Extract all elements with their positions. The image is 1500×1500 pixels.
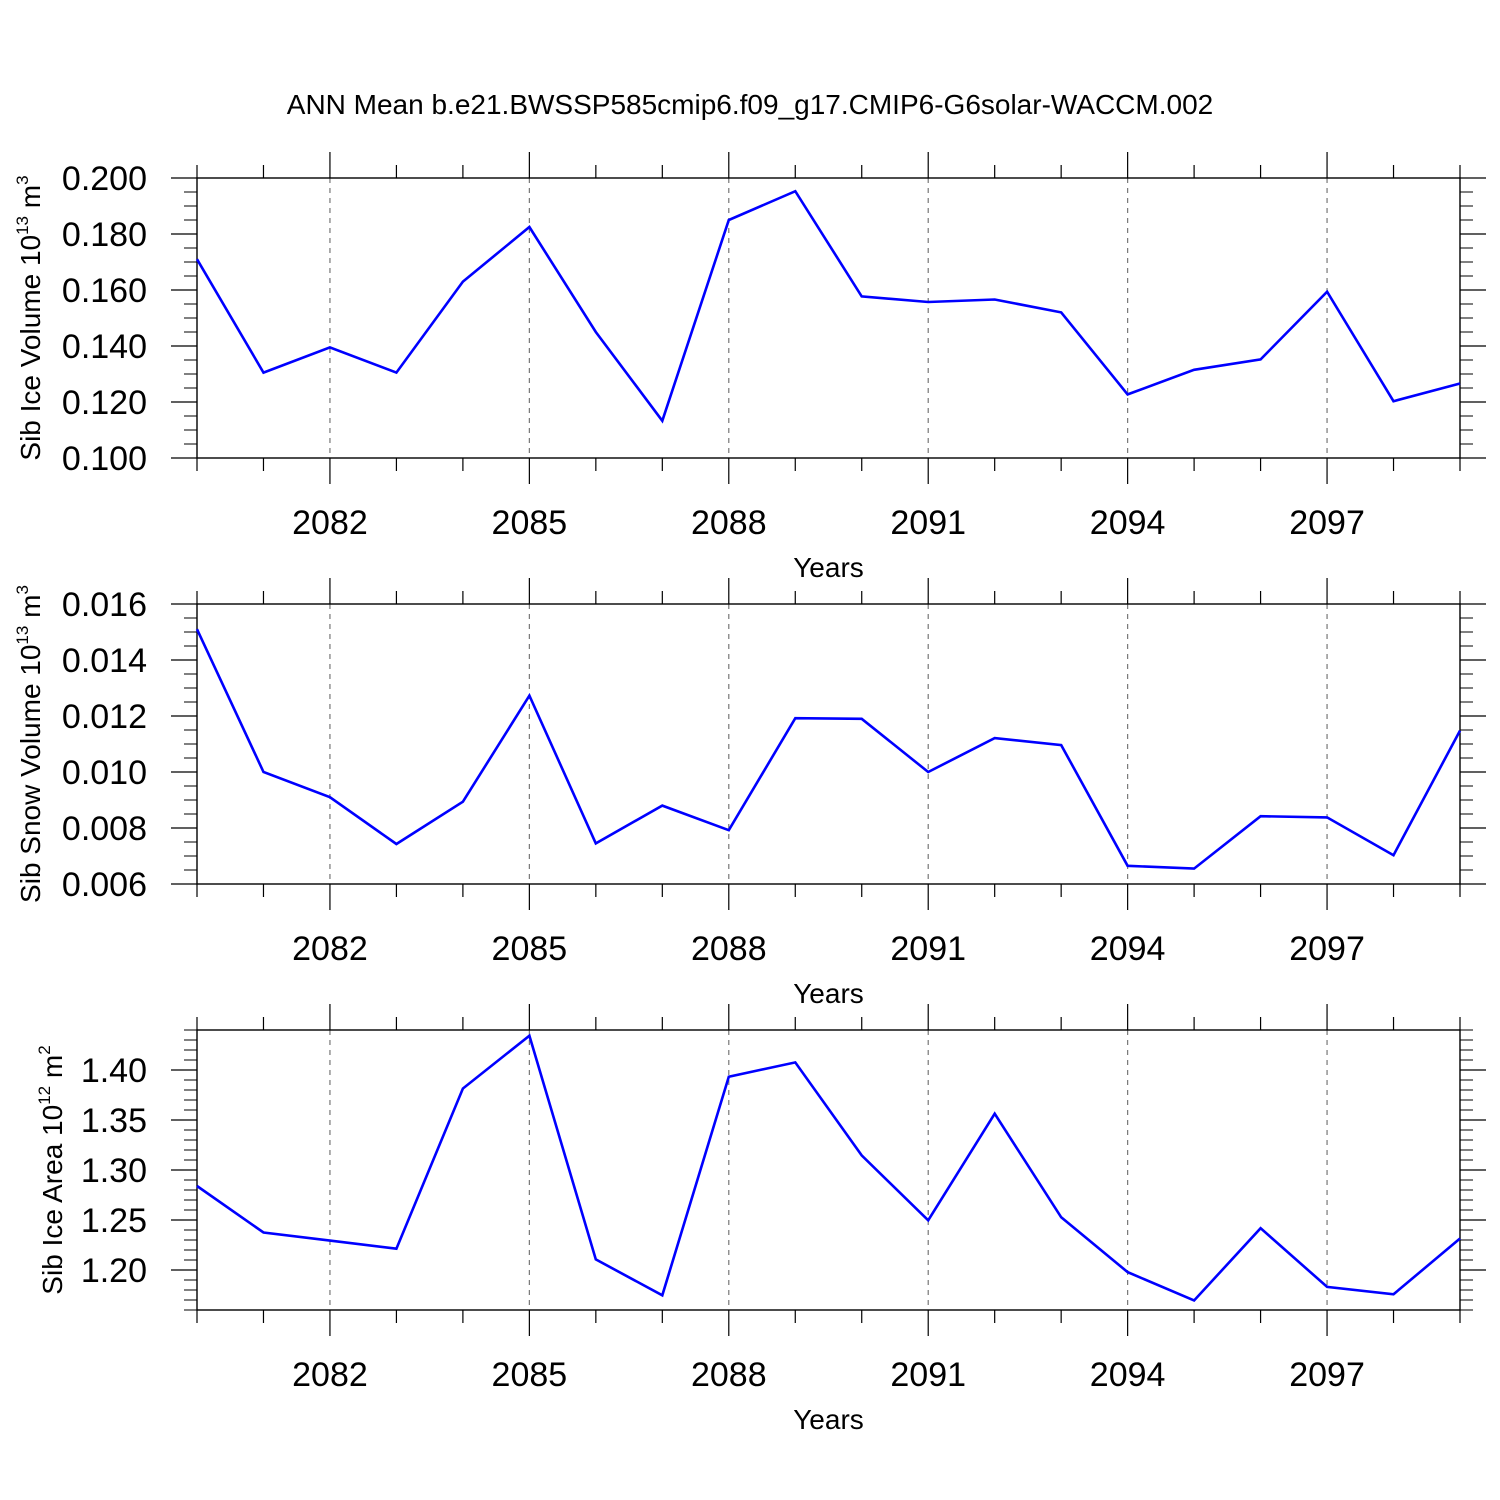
y-axis-label-part: 12 (35, 1086, 54, 1105)
y-tick-label: 0.140 (62, 328, 147, 366)
x-tick-label: 2088 (691, 504, 767, 542)
y-tick-label: 0.180 (62, 216, 147, 254)
x-tick-label: 2088 (691, 930, 767, 968)
x-tick-label: 2097 (1289, 504, 1365, 542)
y-tick-label: 0.014 (62, 642, 147, 680)
y-axis-label-part: 13 (13, 216, 32, 235)
x-tick-label: 2091 (890, 1356, 966, 1394)
y-axis-label: Sib Ice Area 1012 m2 (35, 1045, 68, 1294)
series-line (196, 1033, 1461, 1303)
x-axis-label: Years (793, 978, 864, 1009)
y-tick-label: 0.012 (62, 698, 147, 736)
y-tick-label: 1.35 (81, 1102, 147, 1140)
x-tick-label: 2085 (492, 930, 568, 968)
x-tick-label: 2082 (292, 504, 368, 542)
y-axis-label-part: Sib Ice Volume 10 (15, 235, 46, 461)
y-tick-label: 0.008 (62, 810, 147, 848)
x-tick-label: 2088 (691, 1356, 767, 1394)
plot-frame (196, 1029, 1461, 1311)
x-tick-label: 2097 (1289, 930, 1365, 968)
y-tick-label: 0.160 (62, 272, 147, 310)
y-axis-label-part: m (15, 595, 46, 626)
panel-3: 1.20 1.25 1.30 1.35 1.40 2082 2085 2088 2091 2094… (35, 1004, 1486, 1435)
y-tick-label: 0.200 (62, 160, 147, 198)
panel-1: 0.100 0.120 0.140 0.160 0.180 0.200 2082 2085 20… (13, 152, 1486, 583)
y-axis-label-part: 3 (13, 585, 32, 594)
x-tick-label: 2094 (1090, 504, 1166, 542)
x-tick-label: 2094 (1090, 1356, 1166, 1394)
y-axis-label-part: 13 (13, 626, 32, 645)
y-tick-label: 1.25 (81, 1202, 147, 1240)
plot-frame (196, 603, 1461, 885)
y-axis-label-part: 2 (35, 1045, 54, 1054)
x-tick-label: 2097 (1289, 1356, 1365, 1394)
y-axis-label-part: Sib Ice Area 10 (37, 1105, 68, 1295)
y-axis-label-part: m (15, 185, 46, 216)
x-axis-label: Years (793, 1404, 864, 1435)
x-tick-label: 2082 (292, 1356, 368, 1394)
x-tick-label: 2085 (492, 1356, 568, 1394)
x-tick-label: 2091 (890, 504, 966, 542)
y-axis-label-part: 3 (13, 175, 32, 184)
y-tick-label: 0.120 (62, 384, 147, 422)
y-tick-label: 0.016 (62, 586, 147, 624)
panel-2: 0.006 0.008 0.010 0.012 0.014 0.016 2082 2085 20… (13, 578, 1486, 1009)
y-tick-label: 0.006 (62, 866, 147, 904)
x-tick-label: 2082 (292, 930, 368, 968)
y-axis-label-part: Sib Snow Volume 10 (15, 645, 46, 903)
y-tick-label: 1.40 (81, 1052, 147, 1090)
y-axis-label: Sib Snow Volume 1013 m3 (13, 585, 46, 903)
series-line (195, 628, 1462, 870)
y-axis-label-part: m (37, 1055, 68, 1086)
y-tick-label: 0.010 (62, 754, 147, 792)
y-tick-label: 1.30 (81, 1152, 147, 1190)
x-axis-label: Years (793, 552, 864, 583)
chart-title: ANN Mean b.e21.BWSSP585cmip6.f09_g17.CMI… (287, 89, 1213, 120)
y-tick-label: 1.20 (81, 1252, 147, 1290)
x-tick-label: 2085 (492, 504, 568, 542)
x-tick-label: 2094 (1090, 930, 1166, 968)
y-tick-label: 0.100 (62, 440, 147, 478)
x-tick-label: 2091 (890, 930, 966, 968)
y-axis-label: Sib Ice Volume 1013 m3 (13, 175, 46, 460)
series-line (195, 189, 1461, 424)
plot-frame (196, 177, 1461, 459)
